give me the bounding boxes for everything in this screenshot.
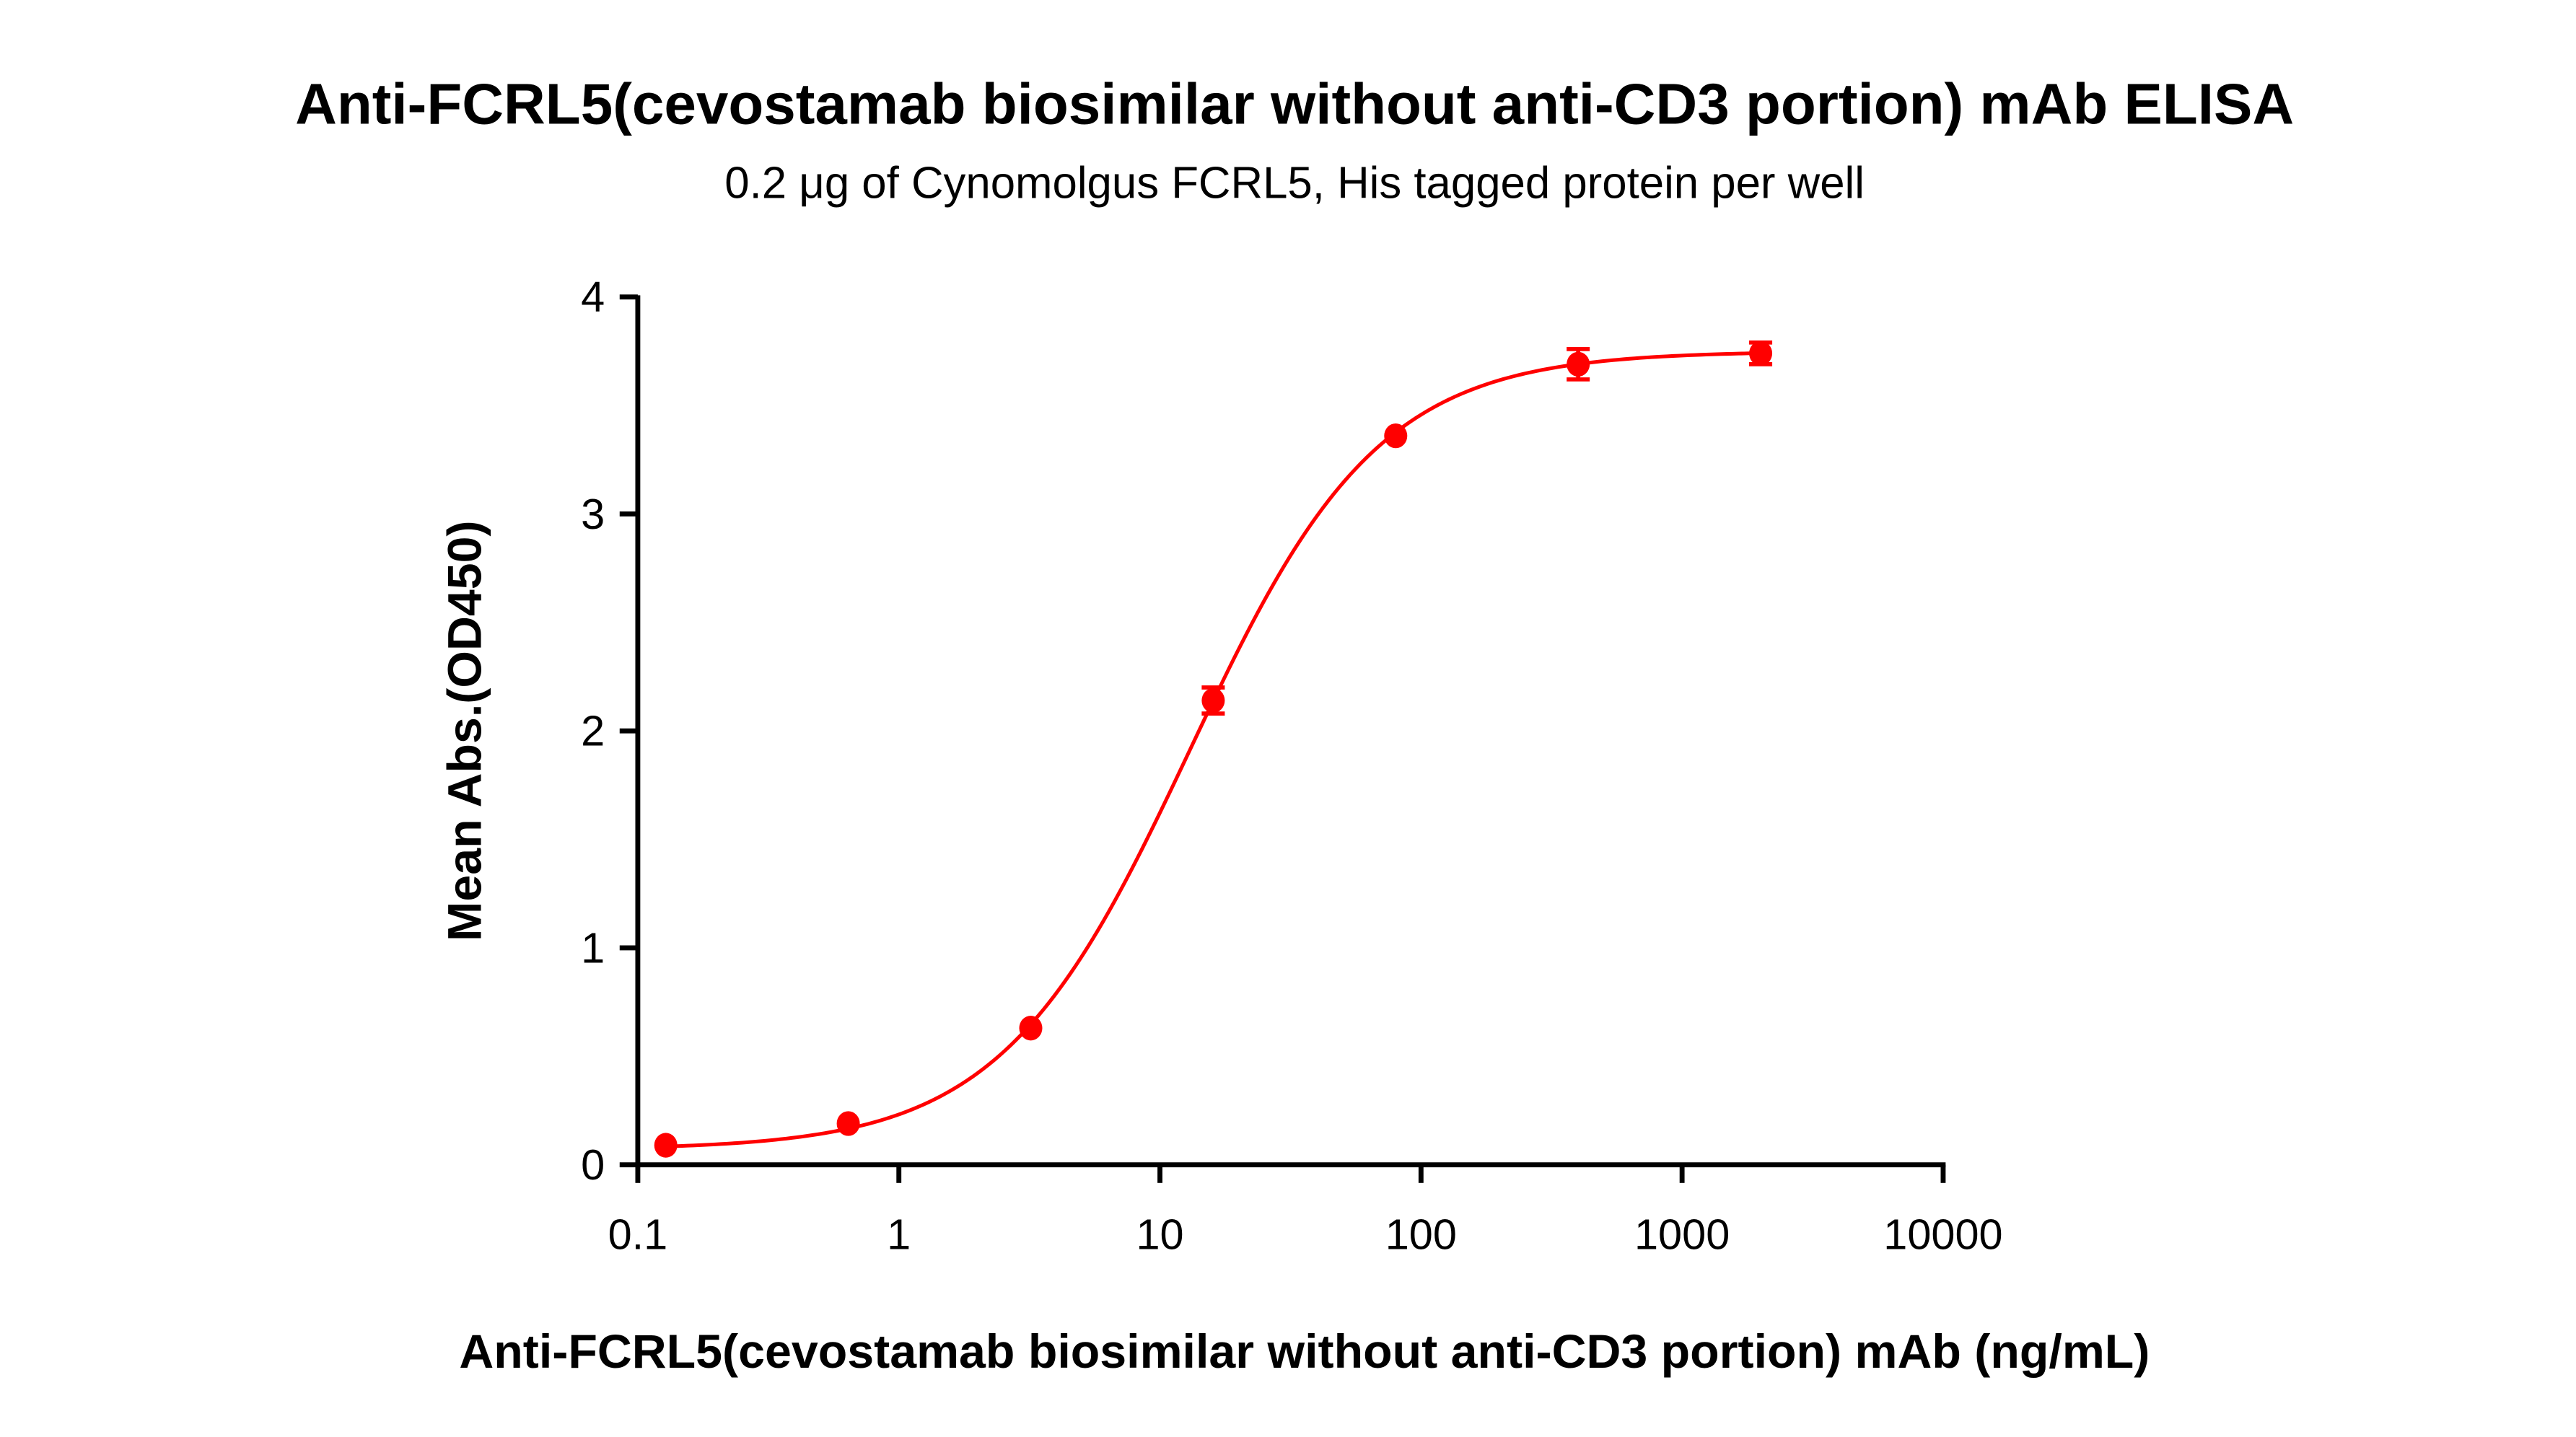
x-tick-label: 10	[1136, 1210, 1183, 1258]
data-marks	[654, 340, 1773, 1158]
data-point	[654, 1133, 678, 1158]
x-tick-label: 100	[1385, 1210, 1457, 1258]
x-tick-label: 1000	[1634, 1210, 1730, 1258]
data-point	[1567, 351, 1590, 377]
data-point	[1384, 423, 1408, 449]
y-tick-label: 1	[581, 923, 605, 972]
x-axis-label: Anti-FCRL5(cevostamab biosimilar without…	[459, 1325, 2150, 1379]
y-tick-label: 2	[581, 707, 605, 755]
y-tick-label: 0	[581, 1141, 605, 1189]
chart-subtitle: 0.2 μg of Cynomolgus FCRL5, His tagged p…	[724, 158, 1865, 208]
y-axis-label: Mean Abs.(OD450)	[439, 520, 492, 941]
x-tick-label: 1	[887, 1210, 911, 1258]
data-point	[1019, 1016, 1043, 1041]
data-point	[1201, 687, 1225, 713]
x-tick-label: 10000	[1883, 1210, 2002, 1258]
axes: 0 1 2 3 4 0.1 1 10 100 1000 10000	[581, 273, 2003, 1258]
data-point	[836, 1111, 860, 1136]
fit-curve	[665, 351, 1761, 1148]
y-tick-label: 3	[581, 490, 605, 538]
x-tick-label: 0.1	[608, 1210, 668, 1258]
data-point	[1749, 340, 1773, 366]
chart-title: Anti-FCRL5(cevostamab biosimilar without…	[295, 72, 2294, 136]
y-tick-label: 4	[581, 273, 605, 321]
